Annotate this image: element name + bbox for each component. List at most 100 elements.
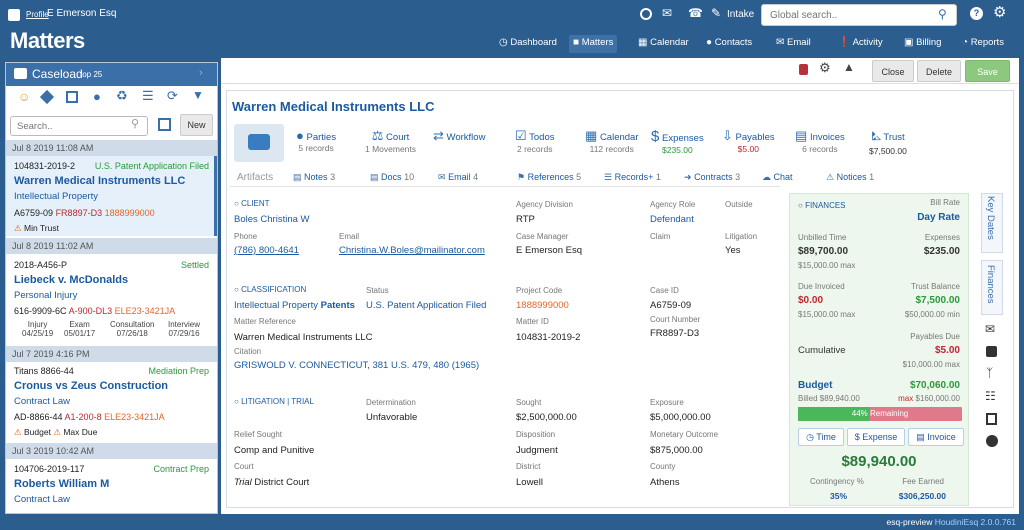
tab-finances[interactable]: Finances <box>981 260 1003 315</box>
film-icon[interactable] <box>986 413 997 425</box>
person-running-icon[interactable]: ☺ <box>18 90 31 104</box>
tile-trust[interactable]: ⛡ Trust $7,500.00 <box>869 128 907 156</box>
nav-item-email[interactable]: ✉ Email <box>776 37 811 48</box>
expenses-icon: $ <box>651 128 660 145</box>
client-phone[interactable]: (786) 800-4641 <box>234 245 299 256</box>
caseload-item[interactable]: 2018-A456-P Settled Liebeck v. McDonalds… <box>6 254 217 346</box>
lock-icon[interactable] <box>799 64 808 75</box>
collapse-chevron-icon[interactable]: › <box>199 67 203 79</box>
artifact-notes[interactable]: ▤ Notes 3 <box>293 172 336 182</box>
tab-key-dates[interactable]: Key Dates <box>981 193 1003 253</box>
tile-sub: 2 records <box>517 144 553 154</box>
search-icon[interactable]: ⚲ <box>131 118 140 130</box>
new-matter-button[interactable]: New <box>180 114 213 136</box>
tile-invoices[interactable]: ▤ Invoices 6 records <box>795 128 845 154</box>
dashboard-icon: ◷ <box>499 37 508 48</box>
globe-icon[interactable] <box>986 435 998 447</box>
recycle-icon[interactable]: ♻ <box>116 88 128 103</box>
client-name[interactable]: Boles Christina W <box>234 214 310 225</box>
practice-area[interactable]: Intellectual Property Patents <box>234 300 355 311</box>
tile-sub: $7,500.00 <box>869 146 907 156</box>
intake-icon[interactable]: ✎ <box>711 6 722 20</box>
tile-label: ☑ Todos <box>515 128 555 143</box>
caseload-item[interactable]: 104831-2019-2 U.S. Patent Application Fi… <box>6 156 217 236</box>
nav-item-calendar[interactable]: ▦ Calendar <box>638 37 689 48</box>
calendar-icon[interactable] <box>66 91 78 103</box>
tile-todos[interactable]: ☑ Todos 2 records <box>515 128 554 154</box>
code-project: ELE23-3421JA <box>114 306 176 316</box>
payables-due: $5.00 <box>934 345 960 356</box>
client-email[interactable]: Christina.W.Boles@mailinator.com <box>339 245 485 256</box>
briefcase-icon <box>248 134 270 150</box>
code-case-id: AD-8866-44 <box>14 412 63 422</box>
expense-button[interactable]: $ Expense <box>847 428 905 446</box>
caseload-item[interactable]: 104706-2019-117 Contract Prep Roberts Wi… <box>6 459 217 513</box>
help-icon[interactable]: ? <box>970 7 983 20</box>
tile-payables[interactable]: ⇩ Payables $5.00 <box>722 128 775 154</box>
list-icon[interactable]: ☰ <box>142 88 154 103</box>
close-button[interactable]: Close <box>872 60 914 82</box>
caseload-search-input[interactable] <box>17 120 117 132</box>
refresh-icon[interactable]: ⟳ <box>167 88 178 103</box>
delete-button[interactable]: Delete <box>917 60 961 82</box>
phone-icon[interactable]: ☎ <box>688 6 703 20</box>
gear-icon[interactable]: ⚙ <box>819 60 831 75</box>
bill-rate[interactable]: Day Rate <box>917 212 960 223</box>
relief-sought-label: Relief Sought <box>234 430 283 439</box>
caseload-item[interactable]: Titans 8866-44 Mediation Prep Cronus vs … <box>6 362 217 442</box>
branch-icon[interactable]: ᛉ <box>986 366 994 380</box>
agency-role[interactable]: Defendant <box>650 214 694 225</box>
matter-briefcase-tile[interactable] <box>234 124 284 162</box>
user-icon[interactable]: ● <box>93 89 101 104</box>
tile-label: ▦ Calendar <box>585 128 639 143</box>
citation[interactable]: GRISWOLD V. CONNECTICUT, 381 U.S. 479, 4… <box>234 360 480 371</box>
profile-grid-icon[interactable] <box>8 9 20 21</box>
nav-item-contacts[interactable]: ● Contacts <box>706 37 753 48</box>
time-button[interactable]: ◷ Time <box>798 428 844 446</box>
nav-item-dashboard[interactable]: ◷ Dashboard <box>499 37 557 48</box>
artifact-references[interactable]: ⚑ References 5 <box>517 172 582 182</box>
caseload-filter-bar: ☺ ● ♻ ☰ ⟳ ▼ <box>6 86 217 110</box>
calendar-icon[interactable] <box>158 118 171 131</box>
artifact-recordsplus[interactable]: ☰ Records+ 1 <box>604 172 661 182</box>
search-icon[interactable]: ⚲ <box>938 7 947 21</box>
nav-item-billing[interactable]: ▣ Billing <box>904 37 942 48</box>
trust-balance-label: Trust Balance <box>910 282 960 291</box>
tag-icon[interactable] <box>39 89 55 105</box>
external-link-icon[interactable] <box>986 346 997 357</box>
profile-link[interactable]: Profile <box>26 10 49 19</box>
artifact-email[interactable]: ✉ Email 4 <box>438 172 479 182</box>
litigation-section: ○ LITIGATION | TRIAL Determination Unfav… <box>234 393 784 493</box>
settings-icon[interactable]: ⚙ <box>993 4 1007 21</box>
tile-expenses[interactable]: $ Expenses $235.00 <box>651 128 704 155</box>
tile-label: ● Parties <box>296 128 337 143</box>
nav-item-matters[interactable]: ■ Matters <box>569 35 618 53</box>
artifact-notices[interactable]: ⚠ Notices 1 <box>826 172 875 182</box>
warning-text: Budget <box>24 427 51 437</box>
determination: Unfavorable <box>366 412 418 423</box>
determination-label: Determination <box>366 398 416 407</box>
filter-icon[interactable]: ▼ <box>192 88 204 102</box>
tile-parties[interactable]: ● Parties 5 records <box>296 128 336 153</box>
tile-workflow[interactable]: ⇄ Workflow <box>433 128 485 144</box>
payables-due-max: $10,000.00 max <box>902 360 960 369</box>
invoice-button[interactable]: ▤ Invoice <box>908 428 964 446</box>
artifact-contracts[interactable]: ➜ Contracts 3 <box>684 172 741 182</box>
chat-icon[interactable]: ✉ <box>662 6 673 20</box>
org-chart-icon[interactable]: ☷ <box>985 389 996 403</box>
intake-link[interactable]: Intake <box>727 9 755 20</box>
docs-icon: ▤ <box>370 172 379 182</box>
tile-court[interactable]: ⚖ Court 1 Movements <box>365 128 416 154</box>
comments-icon[interactable]: ✉ <box>985 322 996 336</box>
global-search-input[interactable] <box>770 8 930 22</box>
pin-icon[interactable]: ▲ <box>843 60 855 74</box>
matter-status[interactable]: U.S. Patent Application Filed <box>366 300 487 311</box>
clock-icon[interactable] <box>640 8 652 20</box>
tile-calendar[interactable]: ▦ Calendar 112 records <box>585 128 639 154</box>
nav-item-reports[interactable]: ◔ Reports <box>962 37 1004 48</box>
court-number: FR8897-D3 <box>650 328 700 339</box>
save-button[interactable]: Save <box>965 60 1010 82</box>
artifact-chat[interactable]: ☁ Chat <box>762 172 793 182</box>
artifact-docs[interactable]: ▤ Docs 10 <box>370 172 415 182</box>
nav-item-activity[interactable]: ❗ Activity <box>838 37 883 48</box>
